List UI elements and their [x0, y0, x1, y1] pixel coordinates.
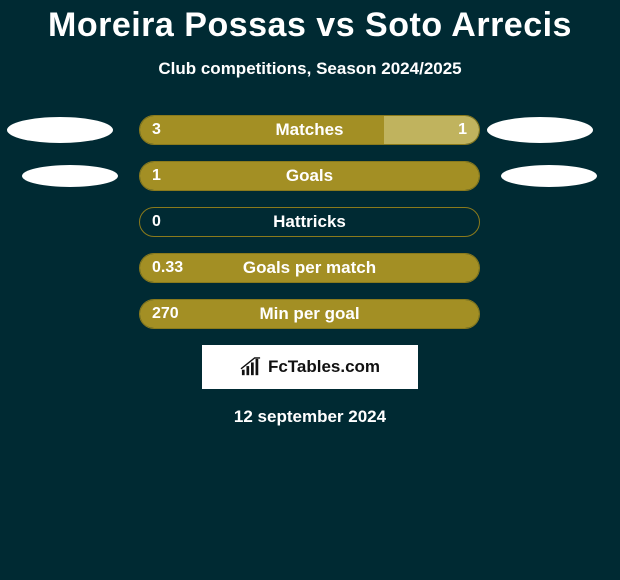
brand-text: FcTables.com — [268, 357, 380, 377]
player-ellipse-right — [487, 117, 593, 143]
value-left: 1 — [152, 167, 161, 185]
brand-badge: FcTables.com — [202, 345, 418, 389]
comparison-chart: 31Matches1Goals0Hattricks0.33Goals per m… — [0, 115, 620, 329]
page-root: Moreira Possas vs Soto Arrecis Club comp… — [0, 0, 620, 427]
player-ellipse-left — [7, 117, 113, 143]
chart-row: 0Hattricks — [0, 207, 620, 237]
value-left: 270 — [152, 305, 179, 323]
bar-track: 1Goals — [139, 161, 480, 191]
bar-left — [140, 300, 479, 328]
bar-left — [140, 116, 384, 144]
player-ellipse-left — [22, 165, 118, 187]
bar-chart-icon — [240, 357, 262, 377]
bar-track: 31Matches — [139, 115, 480, 145]
value-right: 1 — [458, 121, 467, 139]
chart-row: 270Min per goal — [0, 299, 620, 329]
bar-left — [140, 162, 479, 190]
player-ellipse-right — [501, 165, 597, 187]
chart-row: 31Matches — [0, 115, 620, 145]
bar-left — [140, 254, 479, 282]
bar-track: 270Min per goal — [139, 299, 480, 329]
value-left: 0 — [152, 213, 161, 231]
footer-date: 12 september 2024 — [0, 407, 620, 427]
metric-label: Hattricks — [140, 212, 479, 232]
value-left: 3 — [152, 121, 161, 139]
chart-row: 0.33Goals per match — [0, 253, 620, 283]
bar-track: 0.33Goals per match — [139, 253, 480, 283]
bar-track: 0Hattricks — [139, 207, 480, 237]
chart-row: 1Goals — [0, 161, 620, 191]
page-title: Moreira Possas vs Soto Arrecis — [0, 0, 620, 45]
value-left: 0.33 — [152, 259, 183, 277]
page-subtitle: Club competitions, Season 2024/2025 — [0, 59, 620, 79]
